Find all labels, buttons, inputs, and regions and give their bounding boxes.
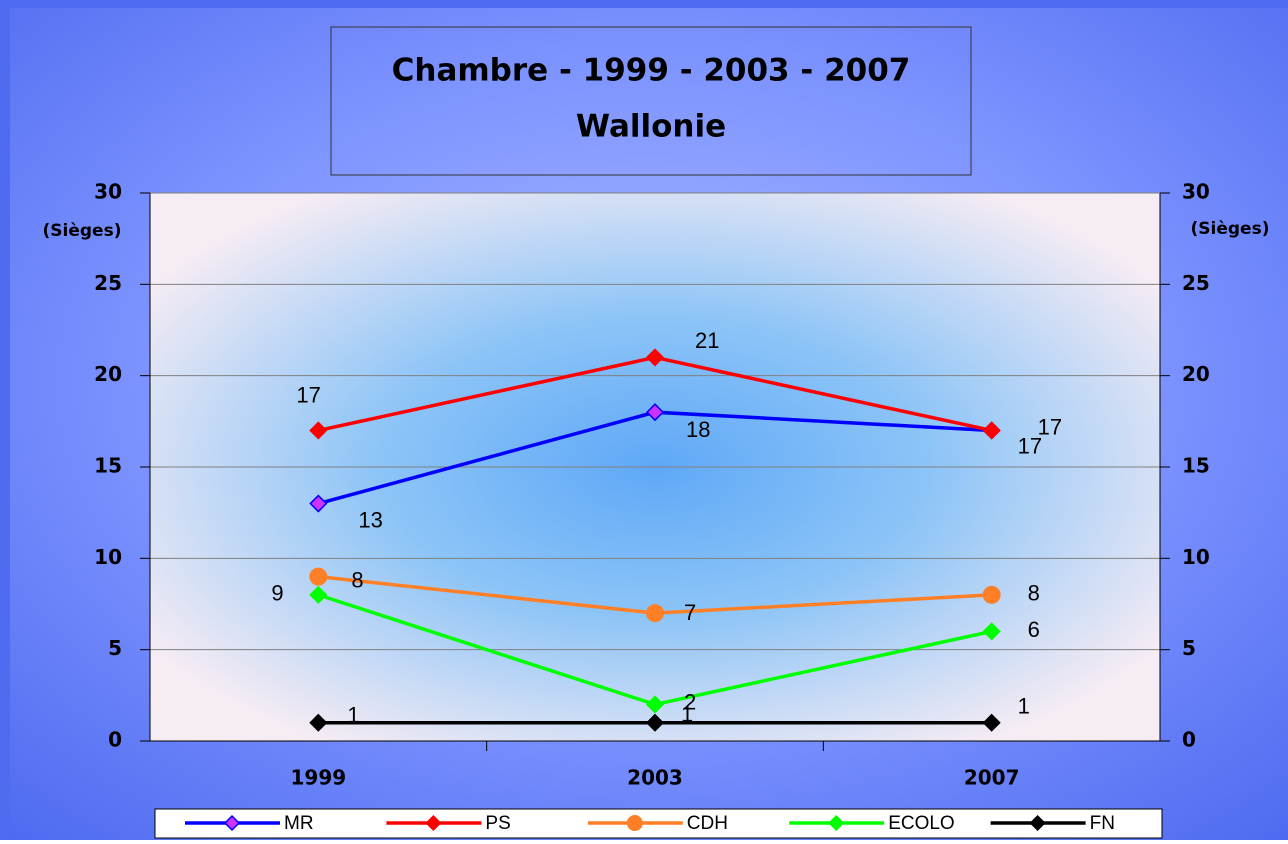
data-point (309, 713, 328, 732)
legend-marker (828, 814, 845, 832)
y-axis-label: (Sièges) (43, 221, 122, 241)
x-tick-label: 1999 (290, 766, 346, 790)
legend-marker (425, 814, 442, 832)
legend-marker (223, 814, 241, 832)
title-box (330, 26, 972, 176)
data-label: 17 (1038, 414, 1062, 439)
y2-tick-label: 30 (1182, 180, 1210, 204)
data-label: 17 (296, 382, 320, 407)
data-label: 2 (684, 689, 696, 714)
chart-title: Chambre - 1999 - 2003 - 2007 (392, 53, 911, 89)
y-tick-label: 10 (94, 545, 122, 569)
y-tick-label: 20 (94, 362, 122, 386)
y2-tick-label: 10 (1182, 545, 1210, 569)
data-point (982, 585, 1001, 604)
y-tick-label: 25 (94, 271, 122, 295)
data-label: 6 (1028, 617, 1040, 642)
y2-tick-label: 20 (1182, 362, 1210, 386)
legend-label: MR (284, 813, 314, 834)
data-point (982, 713, 1001, 732)
data-label: 21 (695, 328, 719, 353)
data-point (309, 421, 328, 440)
data-label: 1 (1018, 694, 1030, 719)
x-tick-label: 2007 (964, 766, 1020, 790)
data-label: 8 (351, 568, 363, 593)
legend-label: FN (1090, 813, 1115, 834)
legend-label: PS (485, 813, 510, 834)
y2-tick-label: 25 (1182, 271, 1210, 295)
y-tick-label: 30 (94, 180, 122, 204)
legend-marker (626, 815, 643, 831)
y2-tick-label: 0 (1182, 728, 1196, 752)
y-tick-label: 15 (94, 454, 122, 478)
data-point (646, 604, 664, 623)
data-point (645, 713, 665, 732)
data-label: 1 (681, 702, 693, 727)
y2-tick-label: 15 (1182, 454, 1210, 478)
legend-label: CDH (687, 813, 728, 834)
legend-label: ECOLO (888, 813, 955, 834)
y-tick-label: 0 (108, 728, 122, 752)
y-tick-label: 5 (108, 636, 122, 660)
x-tick-label: 2003 (627, 766, 683, 790)
data-point (309, 494, 328, 513)
y2-axis-label: (Sièges) (1191, 219, 1270, 239)
data-label: 13 (358, 507, 382, 532)
y2-tick-label: 5 (1182, 636, 1196, 660)
data-point (309, 567, 328, 586)
data-label: 17 (1018, 433, 1042, 458)
data-label: 1 (347, 703, 359, 728)
data-label: 18 (686, 417, 710, 442)
chart-subtitle: Wallonie (576, 109, 726, 145)
data-label: 8 (1028, 581, 1040, 606)
data-label: 9 (271, 580, 283, 605)
data-point (645, 695, 665, 714)
data-point (982, 421, 1001, 440)
data-point (645, 348, 665, 367)
data-point (309, 585, 328, 604)
data-point (645, 403, 665, 422)
data-point (982, 622, 1001, 641)
legend-marker (1029, 814, 1046, 832)
data-label: 7 (684, 600, 696, 625)
